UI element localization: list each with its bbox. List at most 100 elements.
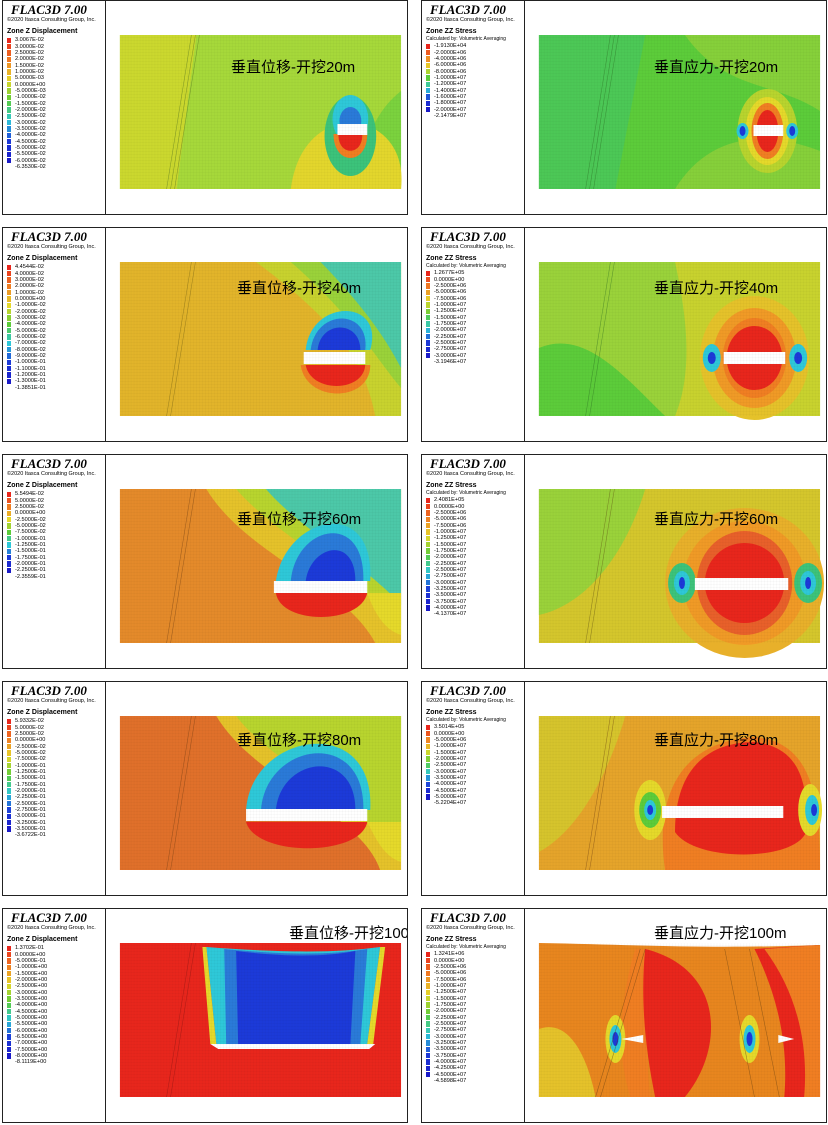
legend-swatch (426, 535, 430, 541)
legend-value: -3.5000E+07 (434, 592, 467, 599)
legend-swatch (7, 1053, 11, 1059)
legend-swatch (426, 100, 430, 106)
legend-list: 1.3702E-01 0.0000E+00 -5.0000E-01 -1.0000E+… (7, 945, 105, 1066)
legend-row: -1.0000E-01 (7, 762, 105, 769)
legend-value: -1.0000E+07 (434, 743, 467, 750)
averaging-note: Calculated by: Volumetric Averaging (426, 717, 506, 723)
legend-swatch (7, 523, 11, 529)
legend-swatch (7, 145, 11, 151)
legend-swatch (426, 94, 430, 100)
legend-value: -2.0000E+07 (434, 1008, 467, 1015)
legend-list: 1.3241E+06 0.0000E+00 -2.5000E+06 -5.0000E+… (426, 951, 524, 1084)
legend-swatch (7, 321, 11, 327)
legend-value: -2.0000E+00 (15, 976, 48, 983)
copyright: ©2020 Itasca Consulting Group, Inc. (426, 17, 515, 23)
legend-swatch (7, 945, 11, 951)
app-title: FLAC3D 7.00 (11, 2, 87, 17)
legend-value: 0.0000E+00 (15, 510, 46, 517)
legend-value: -1.2500E+07 (434, 308, 467, 315)
legend-value: -1.0000E-01 (15, 762, 46, 769)
legend-swatch (426, 56, 430, 62)
legend-row: 3.0000E-02 (7, 43, 105, 50)
legend-value: -2.5000E+06 (434, 963, 467, 970)
contour-plot: 垂直位移-开挖60m (107, 455, 407, 668)
legend-swatch (426, 995, 430, 1002)
legend-row: -1.2500E-01 (7, 542, 105, 548)
legend-swatch (7, 100, 11, 107)
legend-row: -1.9130E+04 (426, 43, 524, 49)
legend-value: -1.3851E-01 (15, 384, 46, 391)
legend-row: -5.0000E+00 (7, 1015, 105, 1021)
legend-swatch (7, 270, 11, 277)
legend-value: -4.2500E+07 (434, 1065, 467, 1072)
legend-value: -8.1119E+00 (15, 1059, 47, 1066)
legend-swatch (426, 1040, 430, 1046)
legend-swatch (7, 743, 11, 750)
legend-swatch (7, 542, 11, 548)
legend-swatch (426, 352, 430, 359)
legend-row: -1.7500E-01 (7, 554, 105, 561)
contour-svg (538, 488, 825, 658)
legend-value: -3.5000E+07 (434, 1046, 467, 1053)
contour-svg (538, 34, 821, 190)
legend-value: -2.0000E-02 (15, 106, 46, 113)
legend-value: -2.0000E+07 (434, 554, 467, 561)
legend-swatch (426, 106, 430, 113)
legend-swatch (426, 743, 430, 749)
legend-row: 3.0067E-02 (7, 37, 105, 43)
legend-row: -7.5000E+06 (426, 295, 524, 302)
legend-value: -3.0000E+07 (434, 768, 467, 775)
legend-row: -4.2500E+07 (426, 1065, 524, 1071)
legend-swatch (7, 113, 11, 119)
legend-row: -2.5000E+07 (426, 762, 524, 768)
panel-stress-40m: FLAC3D 7.00 ©2020 Itasca Consulting Grou… (421, 227, 827, 442)
legend-row: -3.1946E+07 (426, 359, 524, 365)
legend-swatch (426, 295, 430, 302)
legend-row: -3.5000E+07 (426, 592, 524, 598)
legend-swatch (7, 775, 11, 781)
legend-row: -2.0000E+06 (426, 49, 524, 56)
legend-value: 5.0000E-03 (15, 75, 44, 82)
legend-row: -2.0000E-02 (7, 308, 105, 315)
legend-row: -1.8000E+07 (426, 100, 524, 106)
legend-row: -2.0000E-02 (7, 107, 105, 113)
averaging-note: Calculated by: Volumetric Averaging (426, 263, 506, 269)
legend-value: 0.0000E+00 (15, 737, 46, 744)
legend-row: 0.0000E+00 (426, 503, 524, 510)
legend-row: -2.7500E-01 (7, 807, 105, 813)
legend-value: -4.5000E+07 (434, 787, 467, 794)
legend-row: -3.0000E-02 (7, 119, 105, 126)
legend-row: 5.5494E-02 (7, 491, 105, 497)
legend: FLAC3D 7.00 ©2020 Itasca Consulting Grou… (422, 1, 525, 214)
legend-row: 2.4081E+05 (426, 497, 524, 503)
legend-row: -2.5000E-02 (7, 516, 105, 523)
legend-swatch (7, 283, 11, 289)
legend-title: Zone ZZ Stress (426, 936, 477, 943)
legend-swatch (426, 1059, 430, 1065)
legend-value: -7.0000E-02 (15, 340, 46, 347)
legend-swatch (426, 775, 430, 781)
legend-swatch (426, 970, 430, 976)
legend-row: -1.2500E+07 (426, 989, 524, 995)
legend-swatch (7, 813, 11, 819)
legend-row: -5.0000E+06 (426, 516, 524, 522)
legend-row: -2.7500E+07 (426, 1027, 524, 1033)
legend-row: 1.2677E+05 (426, 270, 524, 276)
legend-value: -4.5000E-02 (15, 138, 46, 145)
legend-row: -3.5000E-01 (7, 826, 105, 832)
legend-value: -6.0000E+06 (434, 62, 467, 69)
caption: 垂直位移-开挖80m (237, 732, 362, 749)
legend-swatch (426, 554, 430, 560)
legend-swatch (426, 762, 430, 768)
legend-value: -1.1000E-01 (15, 365, 46, 372)
contour-plot: 垂直位移-开挖100m (107, 909, 407, 1122)
legend-value: -1.0000E+07 (434, 74, 467, 81)
legend-swatch (7, 372, 11, 378)
legend-value: -1.2500E-01 (15, 541, 46, 548)
copyright: ©2020 Itasca Consulting Group, Inc. (426, 244, 515, 250)
legend-swatch (7, 970, 11, 977)
legend-value: -1.0000E+07 (434, 528, 467, 535)
legend-swatch (7, 315, 11, 321)
legend-swatch (7, 37, 11, 43)
legend-row: -1.0000E+07 (426, 983, 524, 989)
